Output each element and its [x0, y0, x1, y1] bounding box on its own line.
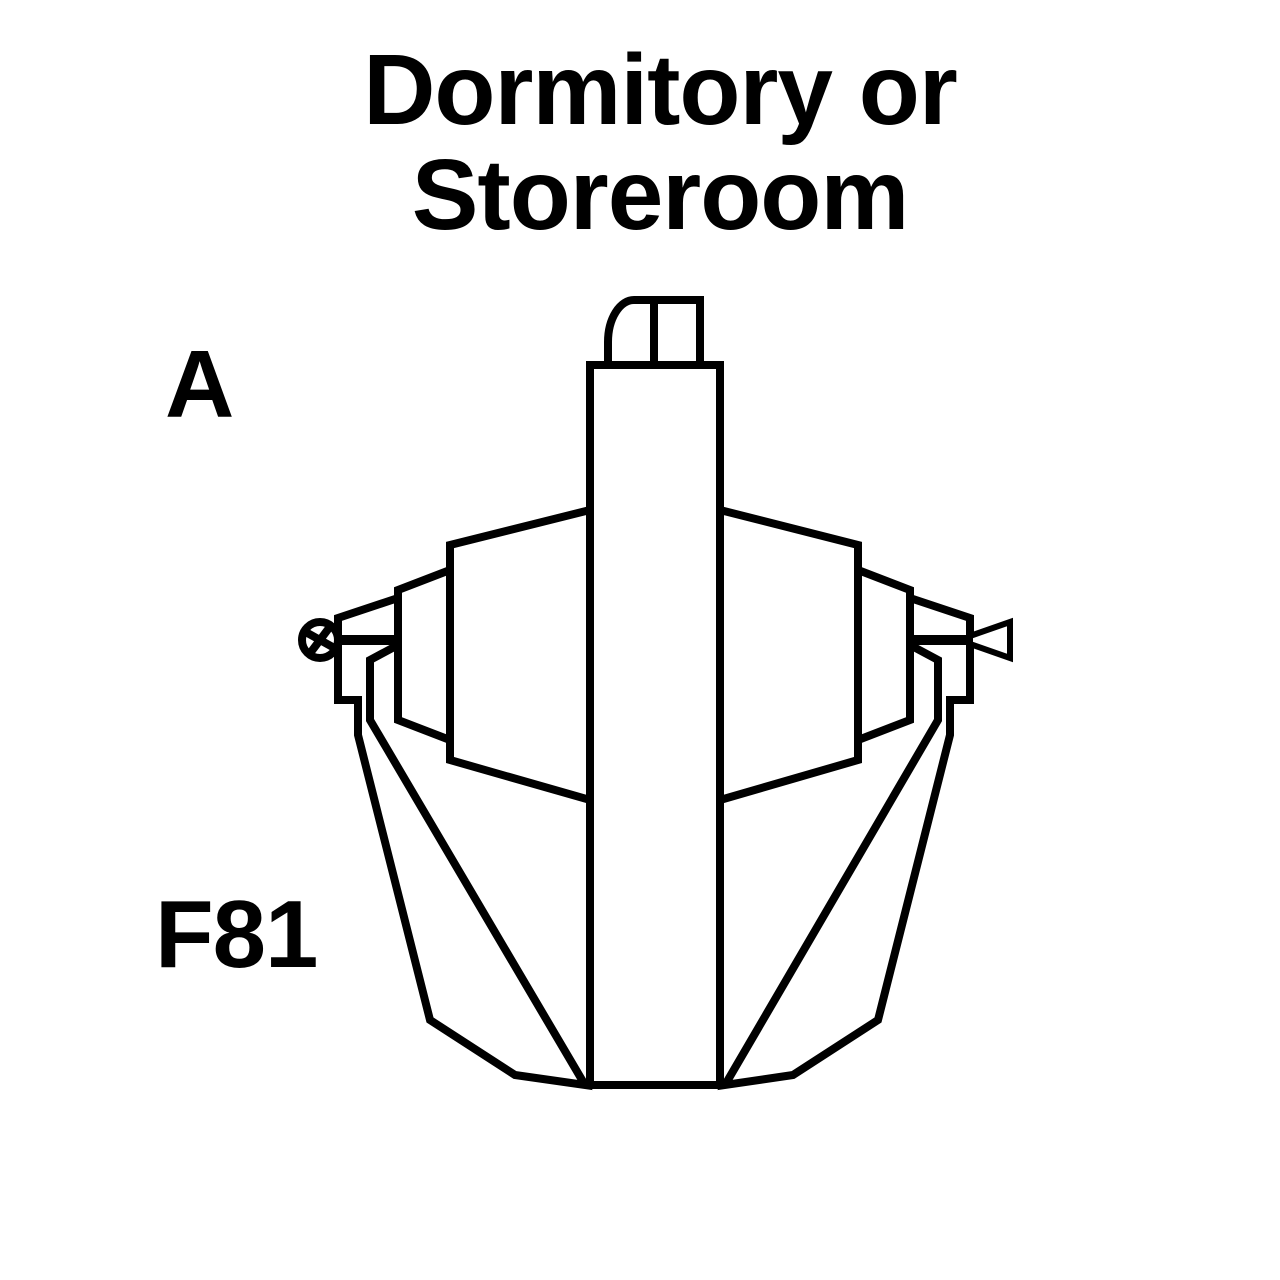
diagram-canvas: Dormitory or Storeroom A F81 [0, 0, 1280, 1280]
left-rose [450, 510, 590, 800]
door-stile [590, 365, 720, 1085]
lock-diagram [0, 0, 1280, 1280]
left-collar [398, 570, 450, 740]
right-collar [858, 570, 910, 740]
right-rose [720, 510, 858, 800]
